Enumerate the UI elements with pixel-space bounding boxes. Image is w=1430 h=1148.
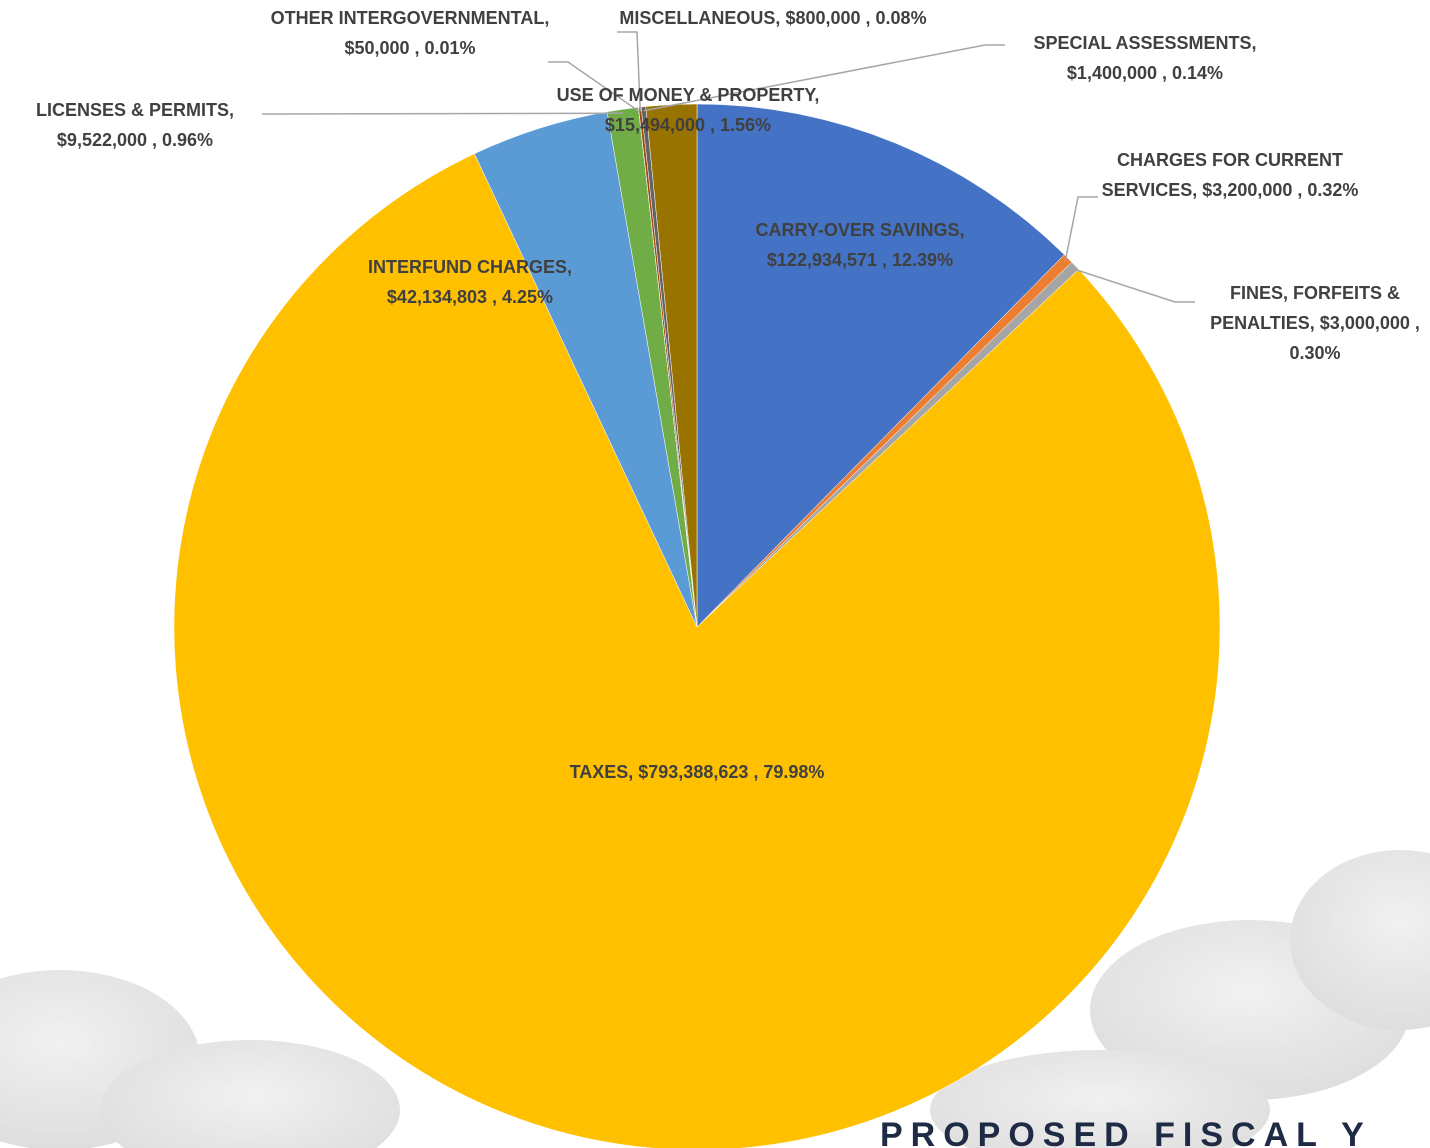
label-category: MISCELLANEOUS, — [619, 8, 780, 28]
label-category: CARRY-OVER SAVINGS, — [755, 220, 964, 240]
label-category: INTERFUND CHARGES, — [368, 257, 572, 277]
label-value: $15,494,000 , 1.56% — [605, 115, 771, 135]
label-value: $50,000 , 0.01% — [344, 38, 475, 58]
page: PROPOSED FISCAL Y CARRY-OVER SAVINGS, $1… — [0, 0, 1430, 1148]
data-label: MISCELLANEOUS, $800,000 , 0.08% — [608, 3, 938, 33]
data-label: CHARGES FOR CURRENT SERVICES, $3,200,000… — [1090, 145, 1370, 205]
label-value: $42,134,803 , 4.25% — [387, 287, 553, 307]
data-label: USE OF MONEY & PROPERTY, $15,494,000 , 1… — [538, 80, 838, 140]
label-category: USE OF MONEY & PROPERTY, — [557, 85, 820, 105]
data-label: FINES, FORFEITS & PENALTIES, $3,000,000 … — [1200, 278, 1430, 368]
label-value: $9,522,000 , 0.96% — [57, 130, 213, 150]
data-label: INTERFUND CHARGES, $42,134,803 , 4.25% — [340, 252, 600, 312]
label-category: OTHER INTERGOVERNMENTAL, — [271, 8, 550, 28]
label-value: $1,400,000 , 0.14% — [1067, 63, 1223, 83]
data-label: OTHER INTERGOVERNMENTAL, $50,000 , 0.01% — [260, 3, 560, 63]
leader-line — [1065, 197, 1098, 261]
label-value: $793,388,623 , 79.98% — [638, 762, 824, 782]
label-value: $800,000 , 0.08% — [785, 8, 926, 28]
data-label: TAXES, $793,388,623 , 79.98% — [537, 757, 857, 787]
label-value: $3,200,000 , 0.32% — [1202, 180, 1358, 200]
data-label: SPECIAL ASSESSMENTS, $1,400,000 , 0.14% — [995, 28, 1295, 88]
footer-text: PROPOSED FISCAL Y — [880, 1116, 1372, 1148]
data-label: LICENSES & PERMITS, $9,522,000 , 0.96% — [0, 95, 270, 155]
label-value: $122,934,571 , 12.39% — [767, 250, 953, 270]
label-category: SPECIAL ASSESSMENTS, — [1033, 33, 1256, 53]
data-label: CARRY-OVER SAVINGS, $122,934,571 , 12.39… — [710, 215, 1010, 275]
label-category: LICENSES & PERMITS, — [36, 100, 234, 120]
label-category: TAXES, — [570, 762, 634, 782]
